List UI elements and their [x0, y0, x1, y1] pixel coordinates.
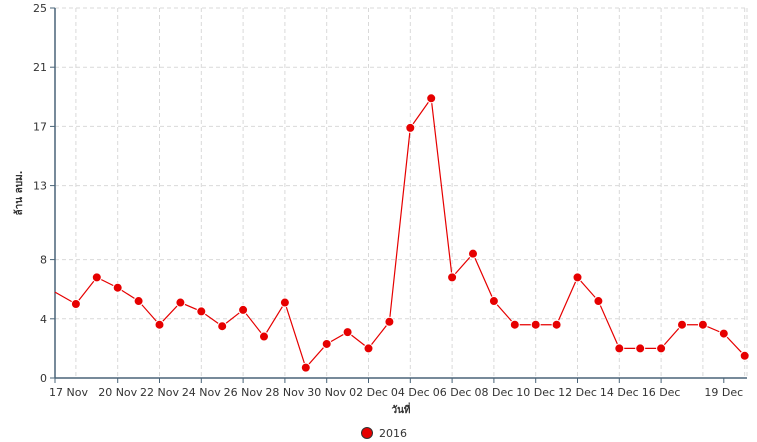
x-tick-label: 20 Nov	[98, 386, 137, 399]
data-point	[614, 343, 625, 354]
data-point	[321, 338, 332, 349]
data-point	[509, 319, 520, 330]
y-tick-label: 4	[40, 313, 47, 326]
data-point	[718, 328, 729, 339]
data-point	[70, 299, 81, 309]
data-point	[593, 296, 604, 307]
y-tick-label: 25	[33, 2, 47, 15]
y-tick-label: 13	[33, 180, 47, 193]
data-point	[259, 331, 269, 342]
x-tick-label: 02 Dec	[349, 386, 388, 399]
data-point	[635, 343, 646, 354]
x-tick-label: 16 Dec	[642, 386, 681, 399]
x-tick-label: 08 Dec	[475, 386, 514, 399]
data-point	[405, 122, 416, 133]
y-axis-ticks: 0 4 8 13 17 21 25	[33, 2, 55, 385]
legend-label: 2016	[379, 426, 407, 440]
data-point	[447, 272, 458, 283]
legend-marker-icon	[361, 427, 373, 439]
data-point	[363, 343, 374, 354]
x-tick-label: 14 Dec	[600, 386, 639, 399]
data-point	[217, 321, 228, 332]
data-point	[279, 297, 290, 308]
x-tick-label: 06 Dec	[433, 386, 472, 399]
x-axis-ticks: 17 Nov 20 Nov 22 Nov 24 Nov 26 Nov 28 Nov 30 N…	[49, 378, 743, 399]
data-point	[154, 319, 165, 330]
y-tick-label: 0	[40, 372, 47, 385]
data-point	[656, 343, 667, 354]
data-point	[342, 327, 353, 338]
y-axis-title: ล้าน ลบม.	[13, 171, 25, 216]
series-line	[54, 96, 746, 369]
data-point	[175, 297, 186, 308]
legend[interactable]: 2016	[361, 424, 407, 442]
x-tick-label: 26 Nov	[224, 386, 263, 399]
data-point	[91, 272, 102, 283]
data-point	[677, 319, 687, 330]
data-point	[551, 319, 562, 330]
data-point	[300, 362, 311, 373]
data-point	[739, 350, 750, 361]
grid-lines	[55, 7, 748, 378]
data-point	[133, 296, 144, 307]
data-point	[384, 316, 395, 327]
x-tick-label: 04 Dec	[391, 386, 430, 399]
data-point	[112, 282, 123, 293]
y-tick-label: 21	[33, 61, 47, 74]
x-tick-label: 24 Nov	[182, 386, 221, 399]
x-axis-title: วันที่	[391, 402, 410, 416]
data-point	[697, 319, 708, 330]
y-tick-label: 17	[33, 120, 47, 133]
y-tick-label: 8	[40, 254, 47, 267]
series-2016	[54, 93, 750, 373]
x-tick-label: 22 Nov	[140, 386, 179, 399]
data-point	[468, 248, 478, 259]
x-tick-label: 28 Nov	[265, 386, 304, 399]
data-point	[572, 272, 583, 283]
x-tick-label: 30 Nov	[307, 386, 346, 399]
x-tick-label: 10 Dec	[516, 386, 555, 399]
data-point	[488, 296, 499, 307]
x-tick-label: 17 Nov	[49, 386, 88, 399]
x-tick-label: 12 Dec	[558, 386, 597, 399]
data-point	[530, 319, 541, 330]
data-point	[426, 93, 437, 104]
x-tick-label: 19 Dec	[704, 386, 743, 399]
data-point	[238, 304, 249, 315]
data-point	[196, 306, 207, 317]
